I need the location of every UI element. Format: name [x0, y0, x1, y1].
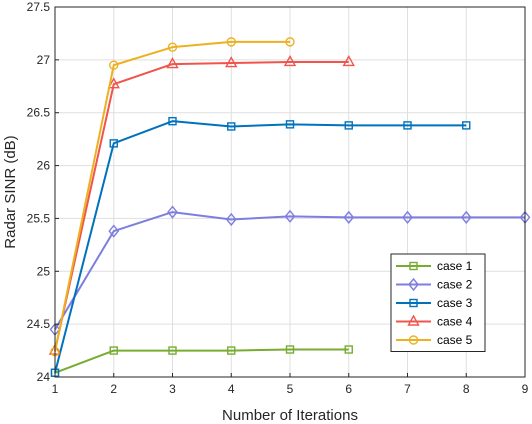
legend: case 1 case 2 case 3 case 4 case 5 [390, 253, 486, 352]
x-tick-label: 9 [522, 382, 529, 396]
data-point-marker [109, 139, 118, 148]
legend-marker [408, 335, 419, 345]
x-tick-label: 6 [345, 382, 352, 396]
legend-label: case 3 [437, 296, 473, 310]
y-axis-title: Radar SINR (dB) [2, 135, 19, 248]
series-line [54, 120, 467, 374]
legend-label: case 1 [437, 259, 473, 273]
data-point-marker [225, 56, 238, 68]
data-point-marker [344, 345, 353, 354]
data-point-marker [283, 55, 297, 67]
legend-marker [408, 277, 419, 292]
data-point-marker [107, 77, 120, 89]
data-point-marker [226, 37, 236, 47]
data-point-marker [108, 224, 120, 238]
legend-item: case 5 [396, 333, 473, 347]
y-tick-label: 26 [37, 159, 51, 173]
y-tick-label: 24.5 [27, 317, 51, 331]
series-line [54, 211, 525, 330]
data-point-marker [109, 346, 118, 355]
legend-item: case 3 [396, 296, 473, 310]
data-point-marker [166, 57, 179, 69]
x-tick-label: 1 [52, 382, 59, 396]
x-tick-label: 8 [463, 382, 470, 396]
data-point-marker [225, 212, 237, 227]
data-point-marker [167, 205, 178, 219]
y-tick-label: 26.5 [27, 106, 51, 120]
series-line [54, 40, 290, 352]
legend-label: case 2 [437, 278, 473, 292]
x-tick-label: 2 [110, 382, 117, 396]
data-point-marker [168, 116, 177, 126]
data-point-marker [462, 121, 471, 130]
legend-item: case 2 [396, 278, 473, 292]
data-point-marker [168, 346, 177, 355]
data-point-marker [109, 60, 119, 70]
x-tick-label: 3 [169, 382, 176, 396]
data-point-marker [285, 120, 295, 129]
y-tick-label: 27.5 [27, 0, 51, 14]
x-axis-title: Number of Iterations [222, 407, 358, 424]
series-line [54, 60, 349, 351]
y-tick-label: 25 [37, 264, 51, 278]
legend-item: case 1 [396, 259, 473, 273]
x-tick-label: 5 [287, 382, 294, 396]
data-point-marker [227, 122, 236, 131]
data-point-marker [227, 346, 236, 355]
data-point-marker [342, 55, 355, 67]
data-point-marker [460, 210, 472, 224]
legend-label: case 4 [437, 315, 473, 329]
data-point-marker [343, 210, 355, 224]
y-tick-label: 27 [37, 53, 51, 67]
legend-item: case 4 [396, 315, 473, 329]
legend-marker [409, 261, 418, 271]
series-layer [48, 37, 531, 377]
legend-label: case 5 [437, 333, 473, 347]
data-point-marker [402, 210, 413, 224]
x-tick-label: 4 [228, 382, 235, 396]
y-tick-label: 24 [37, 370, 51, 384]
x-axis-ticks: 1 2 3 4 5 6 7 8 9 [52, 373, 529, 396]
data-point-marker [344, 121, 353, 130]
data-point-marker [284, 209, 296, 223]
legend-marker [409, 298, 418, 308]
x-tick-label: 7 [404, 382, 411, 396]
y-axis-ticks: 24 24.5 25 25.5 26 26.5 27 27.5 [27, 0, 59, 384]
legend-marker [407, 314, 420, 326]
y-tick-label: 25.5 [27, 211, 51, 225]
data-point-marker [285, 345, 295, 354]
series-line [54, 348, 349, 374]
data-point-marker [167, 42, 178, 52]
data-point-marker [285, 37, 295, 47]
data-point-marker [403, 121, 412, 130]
